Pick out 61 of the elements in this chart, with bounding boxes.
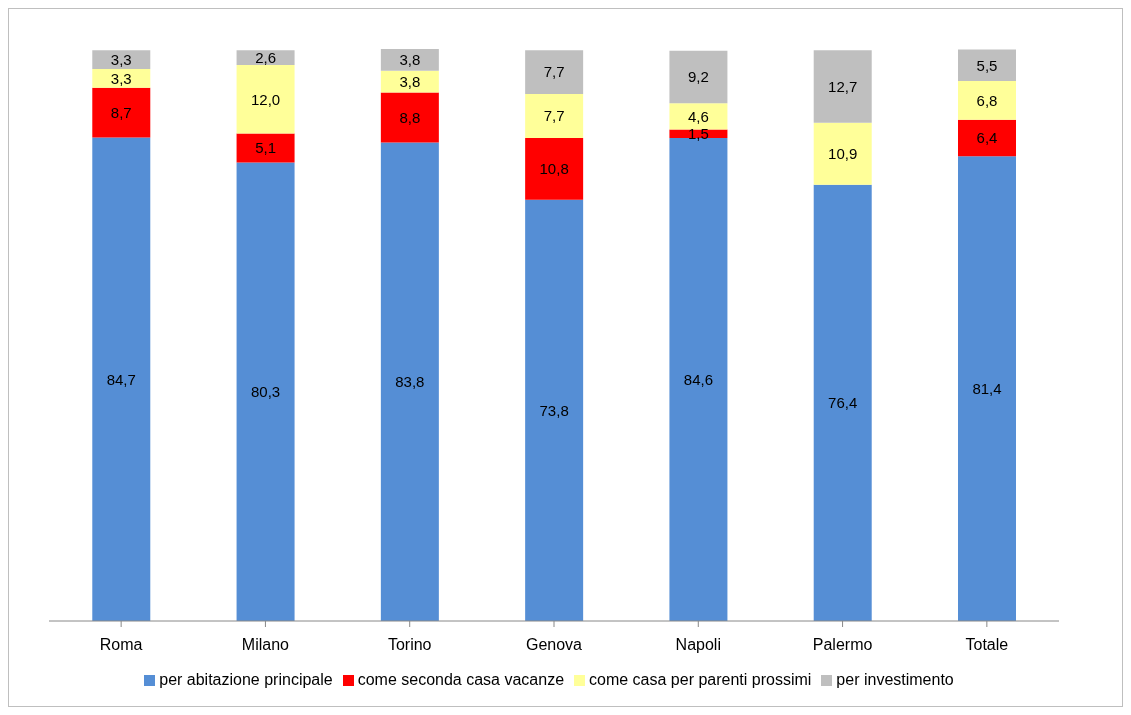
bar (92, 68, 151, 88)
bar (380, 92, 439, 143)
data-label: 6,8 (976, 91, 998, 109)
bar (380, 49, 439, 71)
data-label: 3,3 (110, 50, 132, 68)
legend-label: come casa per parenti prossimi (589, 671, 812, 688)
data-label: 84,6 (683, 370, 714, 388)
data-label: 8,7 (110, 103, 132, 121)
bar (380, 142, 439, 621)
data-label: 7,7 (543, 63, 565, 81)
bar (525, 94, 584, 139)
bar (813, 50, 872, 123)
data-label: 12,0 (250, 90, 281, 108)
data-label: 1,5 (688, 125, 709, 143)
bar (236, 162, 295, 621)
data-label: 73,8 (539, 401, 569, 419)
bar (92, 137, 151, 621)
x-tick-label: Milano (241, 636, 290, 654)
bar (525, 199, 584, 621)
x-tick-label: Roma (99, 636, 143, 654)
data-label: 5,1 (255, 139, 276, 157)
data-label: 4,6 (688, 107, 709, 125)
x-tick-label: Napoli (675, 636, 721, 654)
x-tick-label: Palermo (812, 636, 873, 654)
data-label: 3,3 (110, 69, 132, 87)
bar (92, 50, 151, 69)
bar (236, 64, 295, 134)
bar (525, 50, 584, 95)
bar (669, 103, 728, 130)
data-label: 3,8 (399, 72, 421, 90)
data-label: 3,8 (399, 51, 421, 69)
data-label: 8,8 (399, 108, 421, 126)
x-tick-label: Totale (965, 636, 1009, 654)
bar (669, 50, 728, 104)
data-label: 76,4 (828, 394, 858, 412)
bar (958, 156, 1016, 621)
bar (958, 49, 1016, 81)
data-label: 83,8 (395, 373, 425, 391)
bar (813, 184, 872, 621)
data-label: 9,2 (688, 68, 709, 86)
data-label: 7,7 (543, 107, 565, 125)
legend-label: per abitazione principale (159, 671, 333, 688)
data-label: 80,3 (250, 383, 281, 401)
data-label: 81,4 (972, 379, 1002, 397)
bar (525, 138, 584, 200)
data-label: 10,9 (828, 145, 858, 163)
x-tick-label: Torino (387, 636, 432, 654)
data-label: 6,4 (976, 129, 998, 147)
data-label: 2,6 (255, 48, 276, 66)
bar (92, 87, 151, 138)
x-tick-label: Genova (525, 636, 583, 654)
bar (813, 122, 872, 185)
data-label: 12,7 (828, 77, 858, 95)
data-label: 10,8 (539, 160, 569, 178)
bar (958, 119, 1016, 157)
data-label: 84,7 (106, 370, 136, 388)
bar (958, 80, 1016, 120)
legend-label: come seconda casa vacanze (357, 671, 565, 688)
data-label: 5,5 (976, 56, 998, 74)
legend-label: per investimento (836, 671, 954, 688)
bar (236, 133, 295, 163)
